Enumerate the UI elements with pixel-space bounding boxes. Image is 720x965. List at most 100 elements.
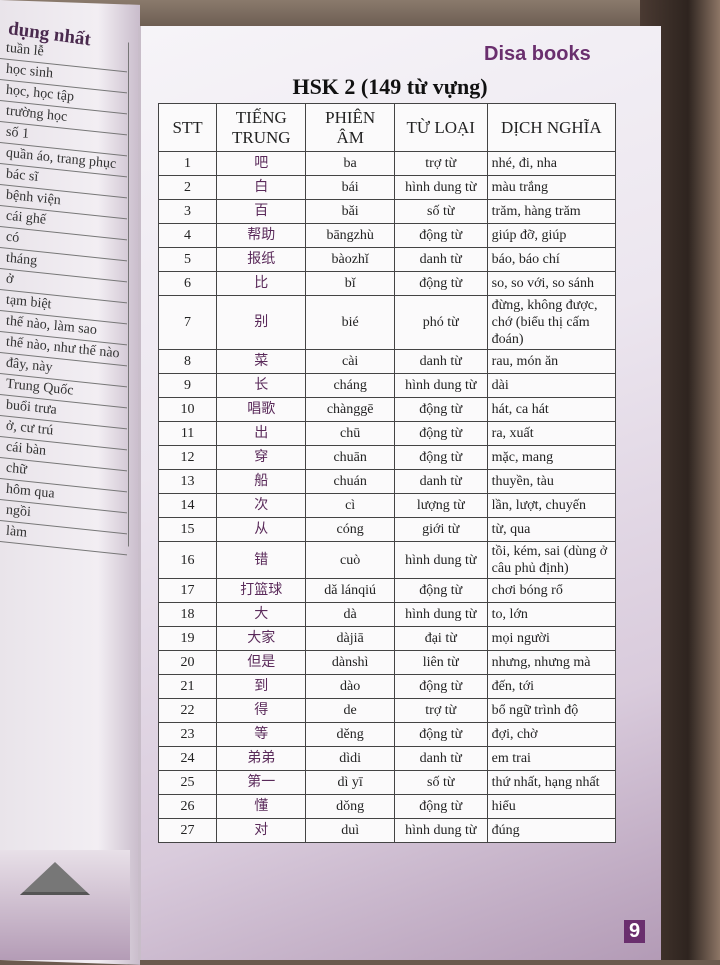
meaning-cell: màu trắng — [486, 175, 617, 200]
stt-cell: 10 — [157, 397, 218, 422]
chinese-cell: 报纸 — [216, 247, 307, 272]
table-row: 27 对 duì hình dung từ đúng — [157, 818, 617, 843]
meaning-cell: mặc, mang — [486, 445, 617, 470]
chinese-cell: 白 — [216, 175, 307, 200]
table-row: 19 大家 dàjiā đại từ mọi người — [157, 626, 617, 651]
meaning-cell: giúp đỡ, giúp — [486, 223, 617, 248]
stt-cell: 21 — [157, 674, 218, 699]
chinese-cell: 但是 — [216, 650, 307, 675]
chinese-cell: 打篮球 — [216, 578, 307, 603]
chinese-cell: 别 — [216, 295, 307, 350]
meaning-cell: dài — [486, 373, 617, 398]
table-row: 7 别 bié phó từ đừng, không được, chớ (biểu t… — [157, 295, 617, 350]
meaning-cell: lần, lượt, chuyến — [486, 493, 617, 518]
pinyin-cell: chuán — [305, 469, 395, 494]
column-header: TỪ LOẠI — [393, 103, 488, 152]
word-type-cell: động từ — [393, 674, 488, 699]
table-row: 1 吧 ba trợ từ nhé, đi, nha — [157, 151, 617, 176]
pinyin-cell: dǎ lánqiú — [305, 578, 395, 603]
chinese-cell: 船 — [216, 469, 307, 494]
column-header: PHIÊN ÂM — [305, 103, 395, 152]
table-row: 8 菜 cài danh từ rau, món ăn — [157, 349, 617, 374]
pinyin-cell: dà — [305, 602, 395, 627]
pinyin-cell: děng — [305, 722, 395, 747]
left-page: dụng nhất tuần lễ học sinh học, học tập trư… — [0, 0, 140, 965]
chinese-cell: 对 — [216, 818, 307, 843]
meaning-cell: ra, xuất — [486, 421, 617, 446]
word-type-cell: hình dung từ — [393, 373, 488, 398]
meaning-cell: bổ ngữ trình độ — [486, 698, 617, 723]
table-row: 22 得 de trợ từ bổ ngữ trình độ — [157, 698, 617, 723]
pinyin-cell: chànggē — [305, 397, 395, 422]
meaning-cell: em trai — [486, 746, 617, 771]
table-header-row: STT TIẾNG TRUNG PHIÊN ÂM TỪ LOẠI DỊCH NGHĨA — [157, 103, 617, 152]
table-row: 12 穿 chuān động từ mặc, mang — [157, 445, 617, 470]
chinese-cell: 第一 — [216, 770, 307, 795]
stt-cell: 27 — [157, 818, 218, 843]
table-row: 4 帮助 bāngzhù động từ giúp đỡ, giúp — [157, 223, 617, 248]
pinyin-cell: chuān — [305, 445, 395, 470]
word-type-cell: số từ — [393, 199, 488, 224]
chinese-cell: 唱歌 — [216, 397, 307, 422]
page-title: HSK 2 (149 từ vựng) — [292, 74, 488, 99]
meaning-cell: hiểu — [486, 794, 617, 819]
stt-cell: 14 — [157, 493, 218, 518]
stt-cell: 26 — [157, 794, 218, 819]
stt-cell: 19 — [157, 626, 218, 651]
meaning-cell: rau, món ăn — [486, 349, 617, 374]
pinyin-cell: duì — [305, 818, 395, 843]
table-row: 14 次 cì lượng từ lần, lượt, chuyến — [157, 493, 617, 518]
stt-cell: 24 — [157, 746, 218, 771]
pinyin-cell: de — [305, 698, 395, 723]
pinyin-cell: bái — [305, 175, 395, 200]
meaning-cell: đợi, chờ — [486, 722, 617, 747]
stt-cell: 20 — [157, 650, 218, 675]
meaning-cell: tồi, kém, sai (dùng ở câu phủ định) — [486, 541, 617, 579]
pinyin-cell: bǐ — [305, 271, 395, 296]
pinyin-cell: cài — [305, 349, 395, 374]
word-type-cell: động từ — [393, 445, 488, 470]
meaning-cell: báo, báo chí — [486, 247, 617, 272]
stt-cell: 6 — [157, 271, 218, 296]
stt-cell: 3 — [157, 199, 218, 224]
pinyin-cell: dì yī — [305, 770, 395, 795]
word-type-cell: danh từ — [393, 469, 488, 494]
meaning-cell: từ, qua — [486, 517, 617, 542]
table-row: 6 比 bǐ động từ so, so với, so sánh — [157, 271, 617, 296]
pinyin-cell: cuò — [305, 541, 395, 579]
table-row: 2 白 bái hình dung từ màu trắng — [157, 175, 617, 200]
stt-cell: 8 — [157, 349, 218, 374]
palace-illustration — [0, 850, 130, 960]
vocabulary-table: STT TIẾNG TRUNG PHIÊN ÂM TỪ LOẠI DỊCH NGHĨA … — [157, 103, 617, 843]
word-type-cell: liên từ — [393, 650, 488, 675]
table-row: 9 长 cháng hình dung từ dài — [157, 373, 617, 398]
meaning-cell: so, so với, so sánh — [486, 271, 617, 296]
word-type-cell: động từ — [393, 421, 488, 446]
pinyin-cell: dǒng — [305, 794, 395, 819]
stt-cell: 2 — [157, 175, 218, 200]
word-type-cell: động từ — [393, 223, 488, 248]
word-type-cell: danh từ — [393, 247, 488, 272]
chinese-cell: 次 — [216, 493, 307, 518]
word-type-cell: đại từ — [393, 626, 488, 651]
word-type-cell: hình dung từ — [393, 175, 488, 200]
pinyin-cell: cóng — [305, 517, 395, 542]
word-type-cell: số từ — [393, 770, 488, 795]
pinyin-cell: ba — [305, 151, 395, 176]
table-row: 10 唱歌 chànggē động từ hát, ca hát — [157, 397, 617, 422]
stt-cell: 4 — [157, 223, 218, 248]
meaning-cell: đừng, không được, chớ (biểu thị cấm đoán… — [486, 295, 617, 350]
pinyin-cell: chū — [305, 421, 395, 446]
chinese-cell: 比 — [216, 271, 307, 296]
pinyin-cell: dìdi — [305, 746, 395, 771]
table-row: 24 弟弟 dìdi danh từ em trai — [157, 746, 617, 771]
chinese-cell: 到 — [216, 674, 307, 699]
meaning-cell: đúng — [486, 818, 617, 843]
word-type-cell: danh từ — [393, 746, 488, 771]
chinese-cell: 大家 — [216, 626, 307, 651]
table-row: 20 但是 dànshì liên từ nhưng, nhưng mà — [157, 650, 617, 675]
word-type-cell: hình dung từ — [393, 541, 488, 579]
brand-logo: Disa books — [484, 43, 591, 65]
pinyin-cell: bāngzhù — [305, 223, 395, 248]
word-type-cell: trợ từ — [393, 151, 488, 176]
